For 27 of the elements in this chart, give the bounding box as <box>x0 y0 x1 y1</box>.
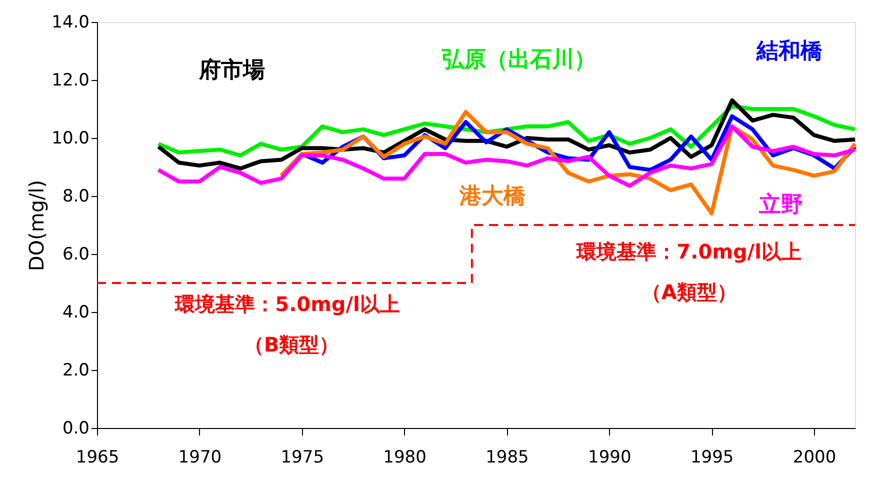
line-series <box>156 98 857 170</box>
series-label: 立野 <box>758 192 804 218</box>
series-label: 港大橋 <box>458 184 526 209</box>
x-tick-label: 2000 <box>792 448 836 468</box>
text: 府市場 <box>198 56 266 83</box>
y-tick-label: 0.0 <box>62 418 90 438</box>
x-tick-label: 1970 <box>178 448 222 468</box>
y-axis-title: DO(mg/l) <box>24 180 49 272</box>
y-tick-label: 4.0 <box>62 302 90 322</box>
text: 弘原（出石川） <box>441 48 596 73</box>
x-tick-label: 1965 <box>76 448 120 468</box>
x-tick-label: 1985 <box>486 448 529 468</box>
y-tick-label: 2.0 <box>62 360 90 380</box>
annotation: （B類型） <box>244 332 340 356</box>
y-tick-label: 10.0 <box>52 128 90 148</box>
y-tick-label: 6.0 <box>62 244 90 264</box>
text: 結和橋 <box>755 39 824 64</box>
annotation: 環境基準：5.0mg/l以上 <box>174 292 400 316</box>
y-tick-label: 12.0 <box>52 70 90 90</box>
x-tick-label: 1975 <box>280 448 324 468</box>
y-tick-label: 8.0 <box>62 186 90 206</box>
annotation: （A類型） <box>641 280 737 304</box>
annotation: 環境基準：7.0mg/l以上 <box>576 240 802 264</box>
x-tick-label: 1990 <box>588 448 632 468</box>
y-tick-label: 14.0 <box>52 12 90 32</box>
x-tick-label: 1980 <box>383 448 426 468</box>
x-tick-label: 1995 <box>690 448 734 468</box>
